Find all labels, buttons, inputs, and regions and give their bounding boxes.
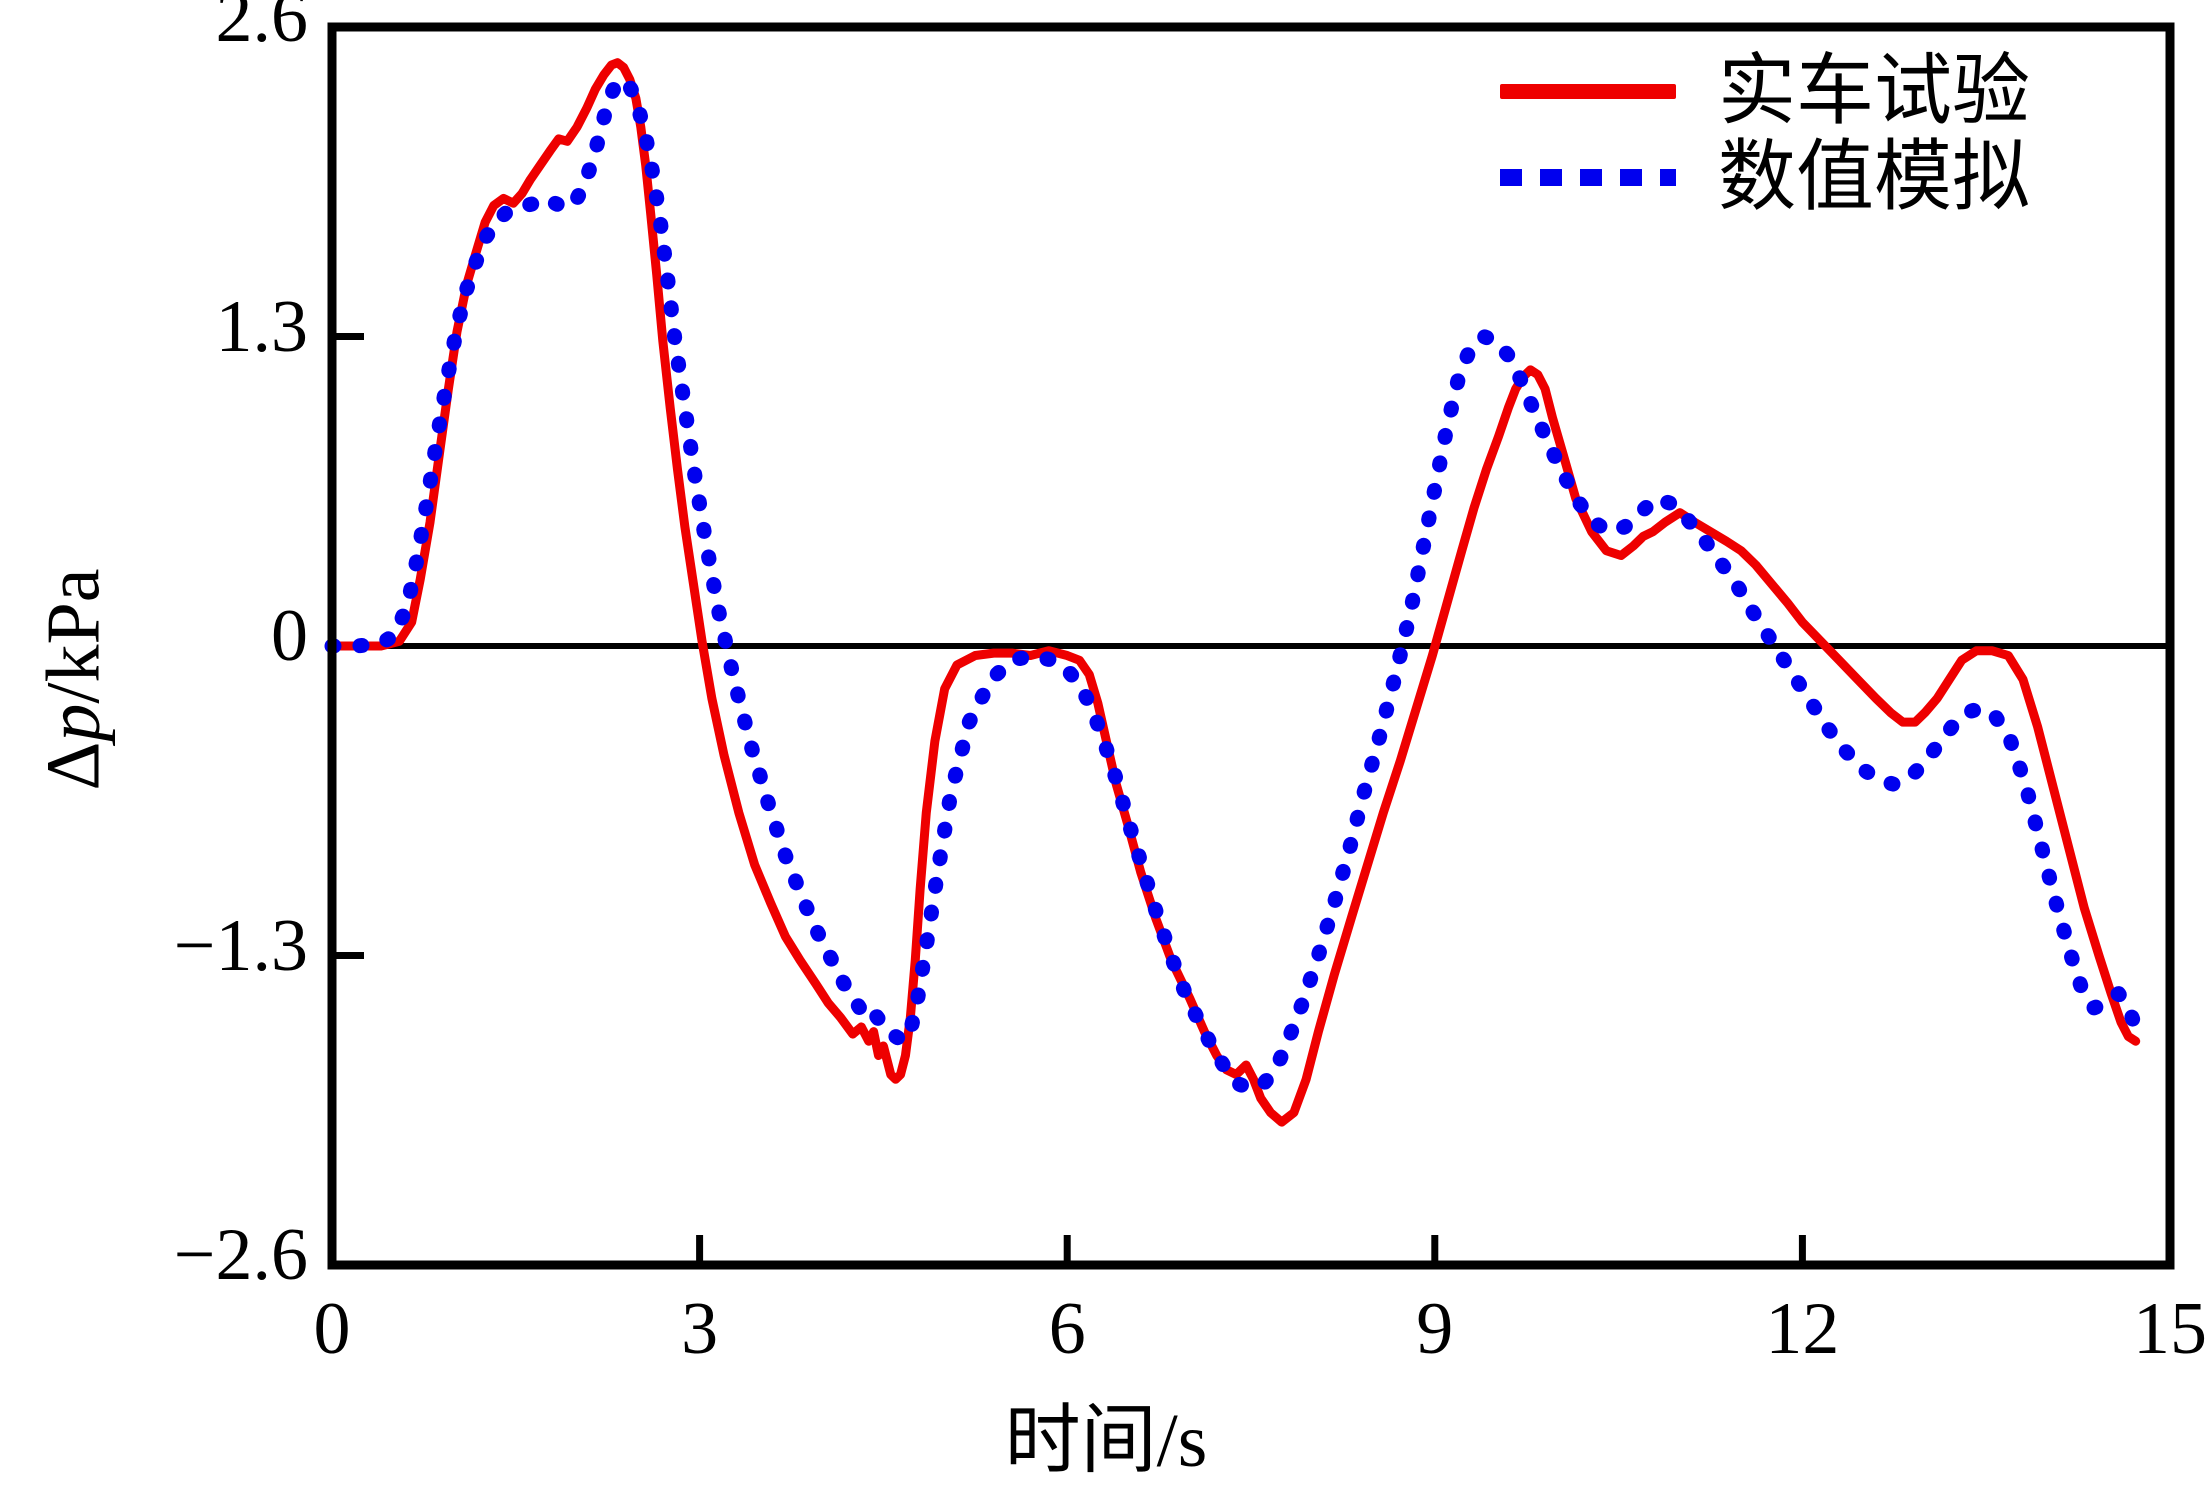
x-tick-label: 0 (313, 1288, 351, 1370)
x-tick-label: 9 (1416, 1288, 1454, 1370)
legend-label-experiment: 实车试验 (1718, 47, 2031, 134)
y-tick-label: 1.3 (215, 285, 309, 368)
legend-swatch-dotted-line (1500, 168, 1676, 186)
y-tick-label: −2.6 (173, 1214, 308, 1296)
x-axis-title: 时间/s (1004, 1399, 1208, 1483)
legend-swatch-solid-line (1500, 83, 1676, 99)
legend: 实车试验 数值模拟 (1500, 48, 2160, 220)
y-tick-label: 2.6 (215, 0, 309, 58)
x-tick-label: 12 (1765, 1288, 1840, 1370)
y-tick-label: −1.3 (173, 904, 308, 987)
series-line-experiment (327, 58, 2141, 1127)
legend-item-simulation: 数值模拟 (1500, 134, 2160, 220)
legend-label-simulation: 数值模拟 (1718, 133, 2031, 220)
series-line-simulation (324, 71, 2144, 1097)
legend-item-experiment: 实车试验 (1500, 48, 2160, 134)
x-tick-label: 15 (2133, 1288, 2207, 1370)
x-tick-label: 6 (1048, 1288, 1086, 1370)
x-tick-label: 3 (681, 1288, 719, 1370)
y-tick-label: 0 (271, 595, 308, 677)
